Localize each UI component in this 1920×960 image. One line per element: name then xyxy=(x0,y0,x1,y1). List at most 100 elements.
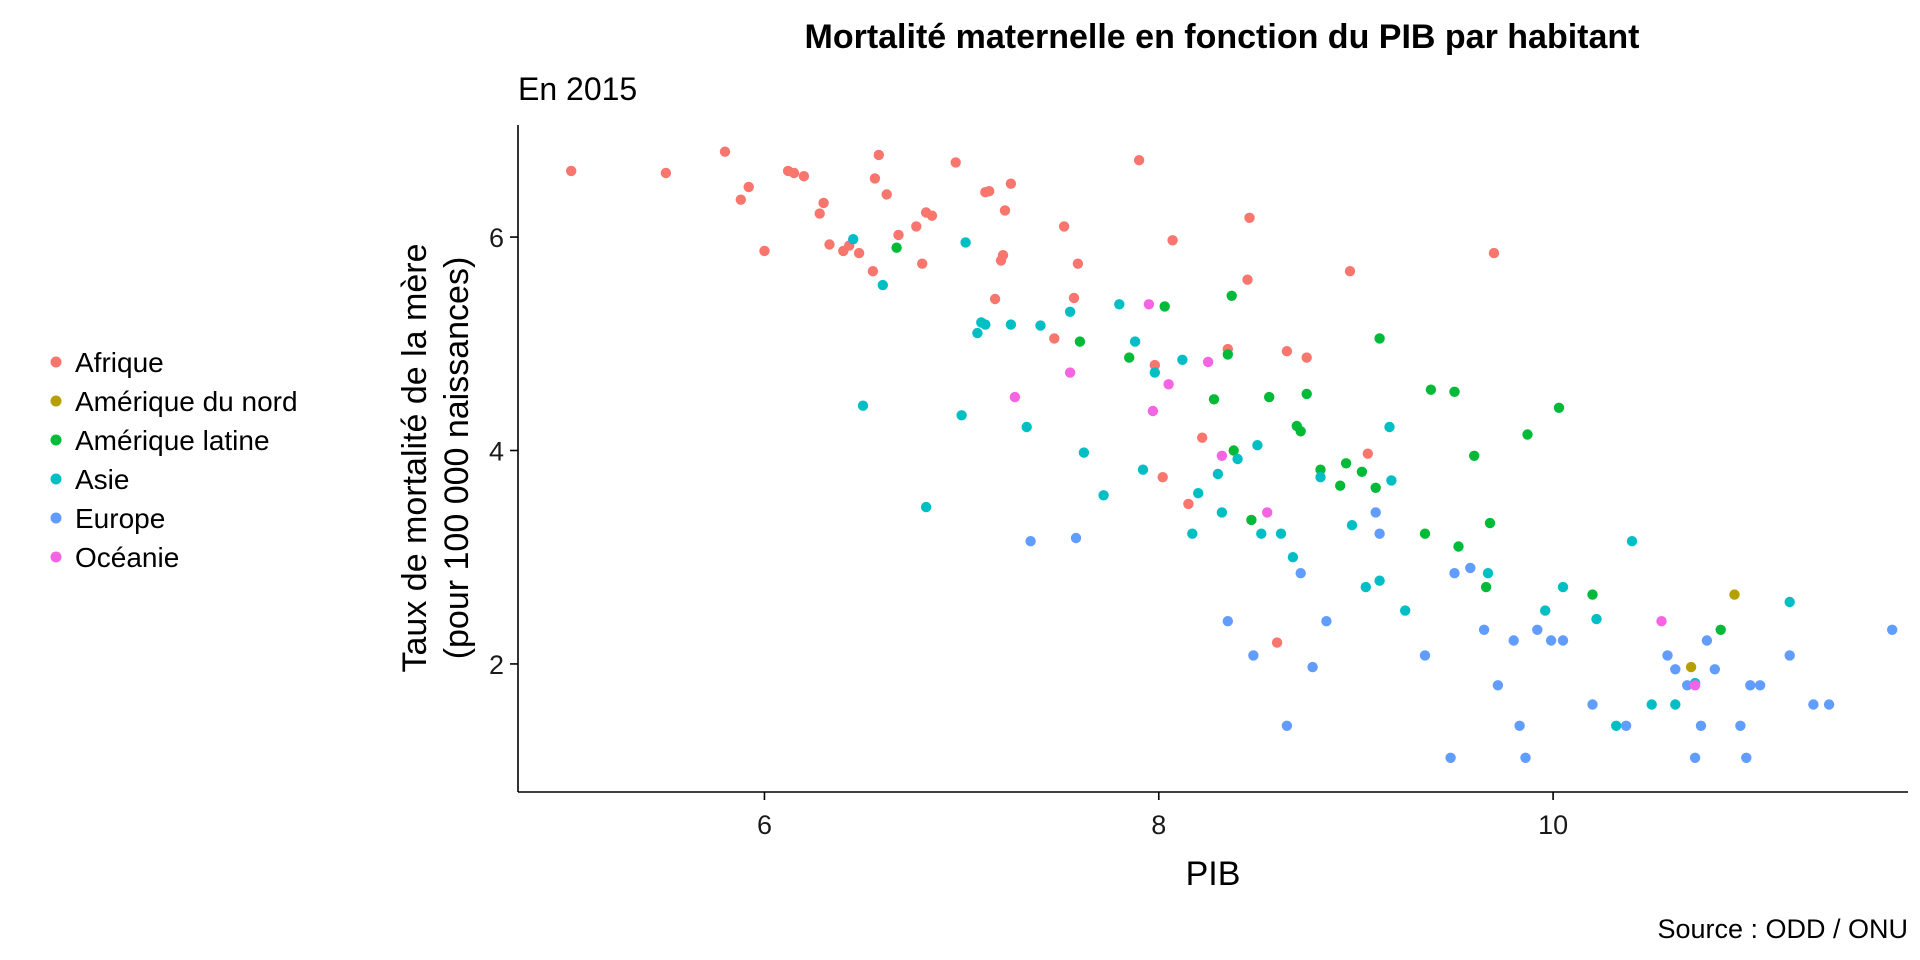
data-point xyxy=(1480,581,1492,593)
data-point xyxy=(1482,568,1494,579)
data-point xyxy=(1370,482,1381,493)
data-point xyxy=(1449,386,1460,397)
data-point xyxy=(1587,589,1598,600)
legend-item: Asie xyxy=(50,464,129,495)
x-tick-label: 10 xyxy=(1538,810,1568,840)
data-point xyxy=(1445,752,1456,763)
x-ticks: 6 8 10 xyxy=(757,792,1568,840)
data-point xyxy=(1149,359,1161,371)
data-point xyxy=(1315,464,1326,475)
data-point xyxy=(1114,299,1125,310)
data-point xyxy=(1275,528,1287,539)
data-point xyxy=(1484,517,1496,529)
legend-label: Asie xyxy=(75,464,129,495)
data-point xyxy=(1244,212,1255,223)
data-point xyxy=(1532,624,1543,635)
data-point xyxy=(1735,720,1746,731)
data-point xyxy=(1386,475,1397,486)
data-point xyxy=(1540,605,1551,616)
data-point xyxy=(1808,699,1819,710)
data-point xyxy=(1232,453,1243,465)
data-point xyxy=(1745,680,1756,691)
data-point xyxy=(1005,319,1017,330)
data-point xyxy=(1670,699,1681,710)
data-point xyxy=(1167,235,1178,246)
data-point xyxy=(1064,306,1076,317)
legend-item: Amérique du nord xyxy=(50,386,298,417)
chart-subtitle: En 2015 xyxy=(518,71,637,107)
y-axis-title-line-1: Taux de mortalité de la mère xyxy=(396,244,434,673)
data-point xyxy=(867,266,879,277)
data-point xyxy=(1709,664,1721,675)
y-tick-label: 2 xyxy=(489,650,504,680)
data-point xyxy=(1360,581,1372,593)
legend-label: Océanie xyxy=(75,542,179,573)
data-point xyxy=(1058,221,1070,232)
legend: Afrique Amérique du nord Amérique latine As… xyxy=(50,347,298,573)
data-point xyxy=(1307,661,1318,673)
data-point xyxy=(1520,752,1531,763)
data-point xyxy=(1064,367,1076,378)
y-tick-label: 6 xyxy=(489,223,504,253)
data-point xyxy=(1620,720,1632,731)
data-point xyxy=(814,208,825,219)
data-point xyxy=(1187,528,1198,539)
data-point xyxy=(1072,258,1084,269)
data-point xyxy=(917,258,928,269)
y-tick-label: 4 xyxy=(489,436,504,466)
data-point xyxy=(1784,596,1795,608)
data-point xyxy=(1143,299,1155,310)
data-point xyxy=(566,165,577,177)
data-point xyxy=(1557,581,1569,593)
data-point xyxy=(1400,605,1411,616)
data-point xyxy=(1670,664,1681,675)
legend-item: Afrique xyxy=(50,347,164,378)
x-tick-label: 6 xyxy=(757,810,772,840)
legend-item: Amérique latine xyxy=(50,425,270,456)
data-point xyxy=(1021,421,1032,433)
y-axis-title: Taux de mortalité de la mère (pour 100 0… xyxy=(396,244,476,673)
data-point xyxy=(1321,616,1332,627)
data-point xyxy=(1545,635,1557,646)
data-point xyxy=(1049,333,1060,344)
chart-title: Mortalité maternelle en fonction du PIB … xyxy=(805,18,1640,56)
data-point xyxy=(1374,333,1385,344)
legend-key xyxy=(50,395,62,407)
data-point xyxy=(1137,464,1149,475)
data-point xyxy=(1356,466,1368,477)
data-point xyxy=(997,250,1009,261)
data-point xyxy=(1465,562,1476,574)
data-point xyxy=(848,234,859,245)
data-point xyxy=(1287,552,1299,563)
legend-item: Europe xyxy=(50,503,165,534)
data-point xyxy=(893,229,904,241)
data-point xyxy=(1656,616,1667,627)
data-point xyxy=(1078,447,1090,458)
data-point xyxy=(1689,680,1701,691)
data-point xyxy=(989,293,1001,305)
legend-label: Afrique xyxy=(75,347,164,378)
data-point xyxy=(818,197,829,209)
data-point xyxy=(972,327,983,339)
data-point xyxy=(1492,680,1504,691)
data-point xyxy=(1009,391,1021,403)
data-point xyxy=(1202,356,1214,368)
data-point xyxy=(1508,635,1519,646)
data-point xyxy=(956,410,967,421)
data-point xyxy=(1262,507,1273,518)
data-point xyxy=(1222,616,1234,627)
data-point xyxy=(1478,624,1490,635)
data-point xyxy=(1362,448,1374,459)
data-point xyxy=(1177,354,1188,365)
x-tick-label: 8 xyxy=(1151,810,1166,840)
y-axis-title-line-2: (pour 100 000 naissances) xyxy=(438,257,476,660)
data-point xyxy=(1256,528,1267,539)
data-point xyxy=(788,167,800,179)
data-point xyxy=(911,221,922,232)
data-point xyxy=(857,400,869,411)
data-point xyxy=(759,245,770,257)
data-point xyxy=(1301,388,1312,400)
data-point xyxy=(1197,432,1208,443)
data-point xyxy=(1281,346,1293,357)
